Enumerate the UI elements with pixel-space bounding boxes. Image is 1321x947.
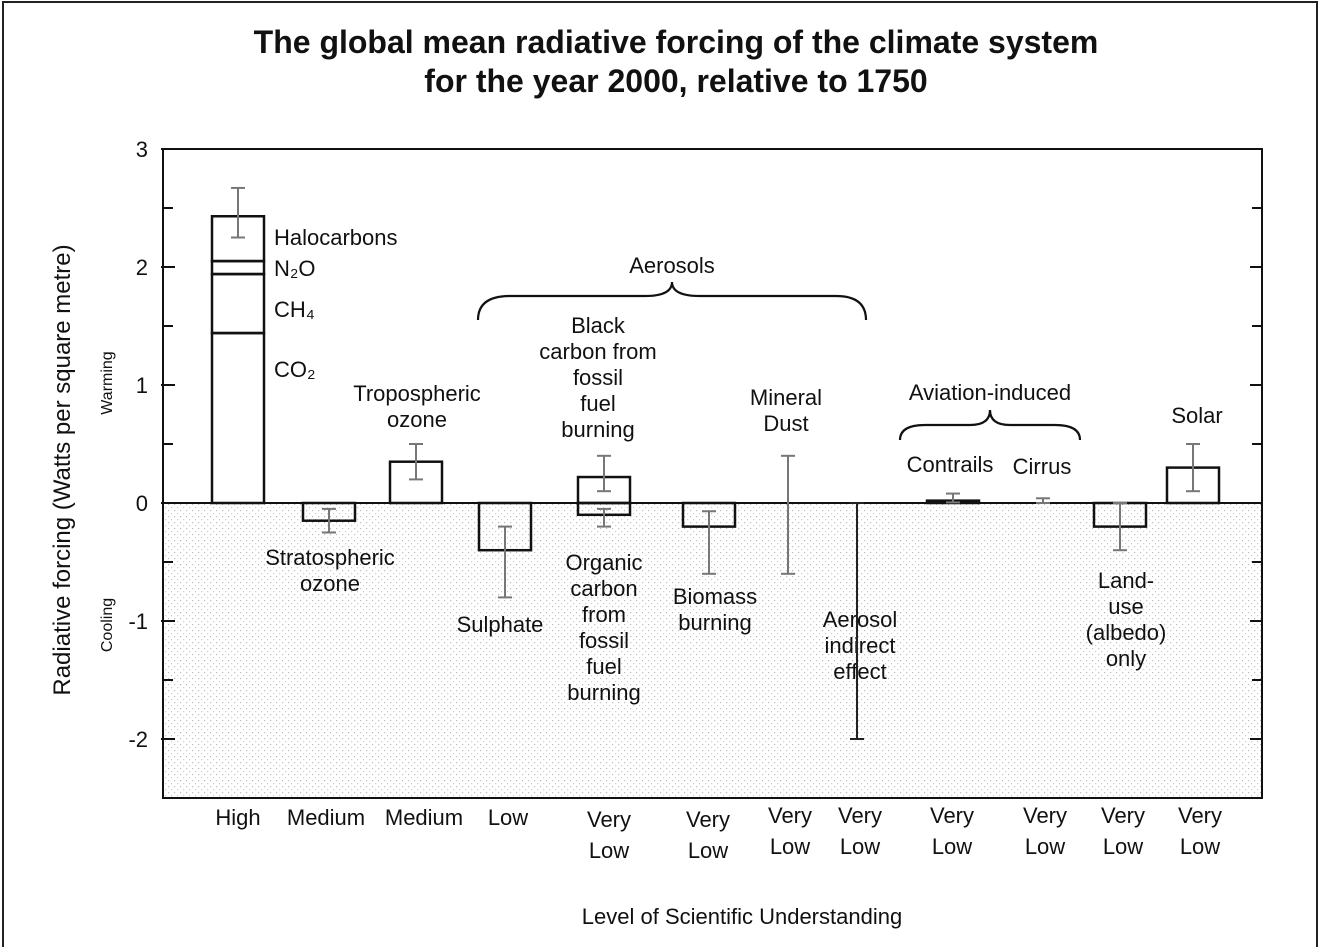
y-axis-label: Radiative forcing (Watts per square metr… [49,244,76,695]
forcing-label: fuel [586,654,621,679]
error-bar [781,454,795,575]
error-bar [409,443,423,481]
y-tick-label: 2 [136,255,148,280]
forcing-label: burning [567,680,640,705]
forcing-label: Black [571,313,626,338]
forcing-label: fossil [579,628,629,653]
x-tick-label: Low [589,838,629,863]
plot-frame [162,148,1263,799]
x-tick-label: High [215,805,260,830]
y-tick-label: 3 [136,137,148,162]
chart-title: The global mean radiative forcing of the… [254,24,1099,60]
forcing-label: indirect [825,633,896,658]
forcing-label: Tropospheric [353,381,481,406]
warming-label: Warming [99,351,116,414]
cooling-label: Cooling [99,598,116,652]
forcing-label: fossil [573,365,623,390]
error-bar [231,186,245,239]
x-tick-label: Low [1025,834,1065,859]
y-tick-label: -2 [128,727,148,752]
forcing-label: carbon from [539,339,656,364]
x-tick-label: Very [768,803,812,828]
error-bar [597,454,611,493]
forcing-label: use [1108,594,1143,619]
forcing-label: effect [833,659,886,684]
x-tick-label: Low [770,834,810,859]
x-tick-label: Low [688,838,728,863]
forcing-label: Stratospheric [265,545,395,570]
forcing-label: Sulphate [457,612,544,637]
forcing-label: ozone [300,571,360,596]
forcing-label: (albedo) [1086,620,1167,645]
x-tick-label: Very [930,803,974,828]
x-tick-label: Medium [385,805,463,830]
cooling-shade [163,502,1262,798]
segment-label: CH₄ [274,297,315,322]
x-tick-label: Low [488,805,528,830]
chart-title: for the year 2000, relative to 1750 [424,63,927,99]
error-bar [322,507,336,534]
error-bar [498,525,512,599]
forcing-label: burning [561,417,634,442]
error-bar [1113,502,1127,552]
x-tick-label: Low [932,834,972,859]
forcing-label: only [1106,646,1146,671]
forcing-label: ozone [387,407,447,432]
forcing-label: fuel [580,391,615,416]
x-tick-label: Medium [287,805,365,830]
forcing-label: from [582,602,626,627]
bar [210,272,266,335]
segment-label: Halocarbons [274,225,398,250]
forcing-label: Solar [1171,403,1222,428]
forcing-label: Cirrus [1013,454,1072,479]
error-bar [702,510,716,575]
forcing-label: Aerosol [823,607,898,632]
x-tick-label: Very [686,807,730,832]
forcing-label: Contrails [907,452,994,477]
forcing-label: Dust [763,411,808,436]
x-tick-label: Very [838,803,882,828]
x-tick-label: Low [840,834,880,859]
segment-label: N₂O [274,256,316,281]
group-brace [476,281,868,321]
segment-label: CO₂ [274,357,316,382]
y-tick-label: 1 [136,373,148,398]
y-tick-label: -1 [128,609,148,634]
forcing-label: Mineral [750,385,822,410]
y-tick-label: 0 [136,491,148,516]
error-bar [597,507,611,528]
x-tick-label: Very [1178,803,1222,828]
bar [210,331,266,505]
forcing-label: Biomass [673,584,757,609]
group-brace [898,409,1082,441]
error-bar [850,502,864,740]
x-tick-label: Low [1180,834,1220,859]
error-bar [1036,497,1050,504]
error-bar [1186,443,1200,493]
error-bar [946,492,960,504]
x-tick-label: Very [587,807,631,832]
x-tick-label: Low [1103,834,1143,859]
x-tick-label: Very [1101,803,1145,828]
forcing-label: burning [678,610,751,635]
forcing-label: carbon [570,576,637,601]
group-label: Aviation-induced [909,380,1071,405]
bar [210,259,266,276]
x-tick-label: Very [1023,803,1067,828]
x-axis-label: Level of Scientific Understanding [582,904,902,929]
forcing-label: Organic [565,550,642,575]
forcing-label: Land- [1098,568,1154,593]
group-label: Aerosols [629,253,715,278]
